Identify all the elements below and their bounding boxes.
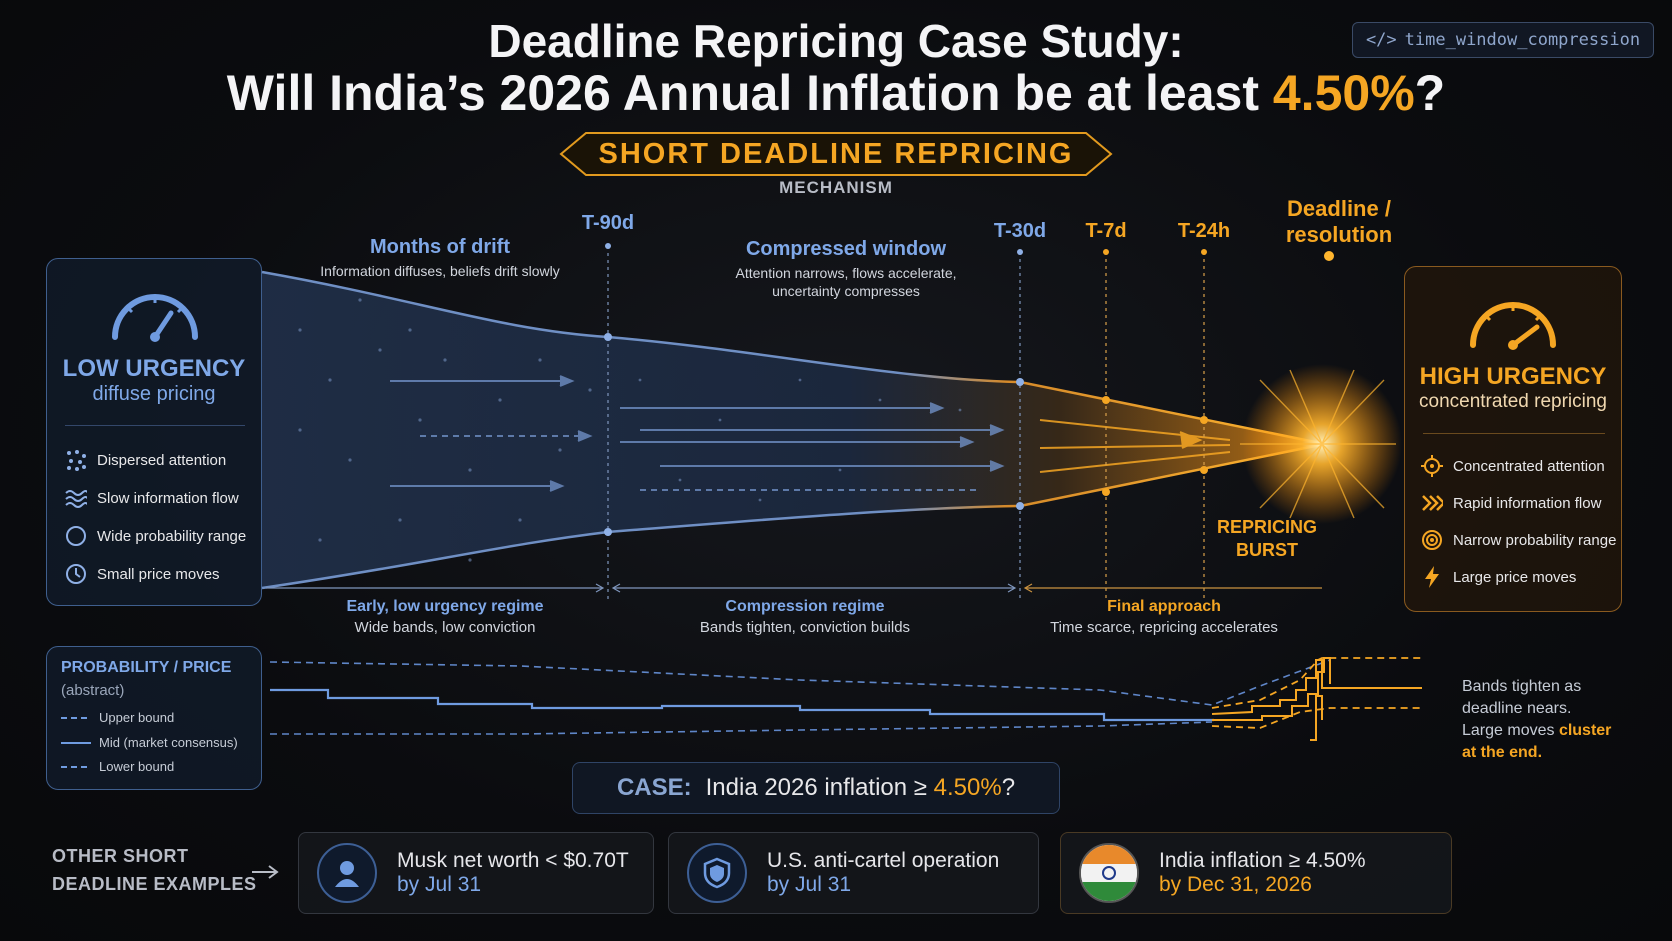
prob-title: PROBABILITY / PRICE (61, 659, 232, 676)
price-orange-lines (1211, 657, 1422, 741)
deadline-label: Deadline / resolution (1285, 196, 1393, 247)
feature-large-moves: Large price moves (1421, 566, 1576, 588)
low-urgency-subtitle: diffuse pricing (92, 383, 216, 405)
examples-heading: OTHER SHORT DEADLINE EXAMPLES (52, 846, 257, 894)
bands-note: Bands tighten as deadline nears. Large m… (1462, 678, 1612, 761)
crosshair-icon (1421, 455, 1443, 477)
feature-small-moves: Small price moves (65, 563, 220, 585)
shield-icon (687, 843, 747, 903)
repricing-burst-label: REPRICING BURST (1216, 517, 1317, 560)
title-highlight: 4.50% (1272, 65, 1415, 121)
tick-t7d: T-7d (1085, 220, 1127, 242)
flow-arrows-orange (1039, 419, 1231, 473)
clock-icon (65, 563, 87, 585)
price-lower-bound (270, 721, 1213, 735)
circle-icon (65, 525, 87, 547)
tick-t30d: T-30d (993, 220, 1047, 242)
probability-legend-panel: PROBABILITY / PRICE (abstract) Upper bou… (46, 646, 262, 790)
gauge-low-icon (112, 294, 198, 342)
mechanism-badge: SHORT DEADLINE REPRICING (0, 130, 1672, 183)
high-urgency-subtitle: concentrated repricing (1419, 391, 1607, 412)
mechanism-label: MECHANISM (779, 178, 893, 197)
target-icon (1421, 529, 1443, 551)
regime-compression: Compression regime Bands tighten, convic… (699, 598, 911, 636)
regime-spans (266, 583, 1322, 593)
tick-lines (607, 246, 1205, 602)
code-brackets-icon: </> (1365, 30, 1397, 50)
price-orange-bounds (1211, 657, 1422, 729)
feature-rapid-flow: Rapid information flow (1421, 492, 1601, 514)
waves-icon (65, 487, 87, 509)
funnel-lower-edge (261, 442, 1326, 590)
phase-compressed: Compressed window Attention narrows, flo… (735, 238, 957, 299)
case-text: India 2026 inflation ≥ 4.50%? (705, 774, 1016, 801)
burst-rays (1240, 369, 1396, 519)
feature-narrow-range: Narrow probability range (1421, 529, 1616, 551)
tick-dots (604, 243, 1208, 536)
gauge-high-icon (1470, 302, 1556, 350)
code-tag: </> time_window_compression (1352, 22, 1654, 58)
arrow-right-icon (252, 865, 279, 879)
high-urgency-title: HIGH URGENCY (1419, 363, 1607, 390)
feature-concentrated-attention: Concentrated attention (1421, 455, 1605, 477)
example-card-cartel[interactable]: U.S. anti-cartel operation by Jul 31 (668, 832, 1039, 914)
regime-final: Final approach Time scarce, repricing ac… (1050, 598, 1278, 636)
badge-text: SHORT DEADLINE REPRICING (599, 138, 1074, 170)
scatter-particles (298, 298, 962, 562)
low-urgency-panel: LOW URGENCY diffuse pricing Dispersed at… (46, 258, 262, 606)
lightning-icon (1421, 566, 1443, 588)
tick-t24h: T-24h (1177, 220, 1231, 242)
price-upper-bound (269, 659, 1331, 706)
low-urgency-title: LOW URGENCY (62, 355, 246, 382)
deadline-dot (1324, 251, 1334, 261)
feature-wide-range: Wide probability range (65, 525, 246, 547)
badge-frame: SHORT DEADLINE REPRICING (559, 132, 1113, 176)
prob-subtitle: (abstract) (61, 682, 125, 699)
india-flag-icon (1079, 843, 1139, 903)
page-title-line2: Will India’s 2026 Annual Inflation be at… (226, 65, 1446, 121)
regime-early: Early, low urgency regime Wide bands, lo… (346, 598, 544, 636)
example-card-musk[interactable]: Musk net worth < $0.70T by Jul 31 (298, 832, 654, 914)
legend-upper: Upper bound (61, 710, 175, 725)
chevrons-right-icon (1421, 492, 1443, 514)
code-tag-label: time_window_compression (1404, 30, 1641, 50)
example-card-india[interactable]: India inflation ≥ 4.50% by Dec 31, 2026 (1060, 832, 1452, 914)
case-box: CASE: India 2026 inflation ≥ 4.50%? (572, 762, 1060, 814)
scatter-dots-icon (65, 449, 87, 471)
page-title-line1: Deadline Repricing Case Study: (488, 15, 1184, 67)
case-label: CASE: (616, 774, 692, 801)
legend-mid: Mid (market consensus) (61, 735, 238, 750)
high-urgency-panel: HIGH URGENCY concentrated repricing Conc… (1404, 266, 1622, 612)
feature-slow-flow: Slow information flow (65, 487, 239, 509)
tick-t90d: T-90d (581, 212, 635, 234)
flow-arrows-blue (390, 375, 1005, 492)
legend-lower: Lower bound (61, 759, 175, 774)
phase-drift: Months of drift Information diffuses, be… (320, 236, 560, 279)
person-icon (317, 843, 377, 903)
divider (1423, 433, 1605, 434)
funnel-upper-edge (261, 270, 1326, 446)
feature-dispersed-attention: Dispersed attention (65, 449, 226, 471)
price-mid-line (270, 688, 1214, 722)
divider (65, 425, 245, 426)
